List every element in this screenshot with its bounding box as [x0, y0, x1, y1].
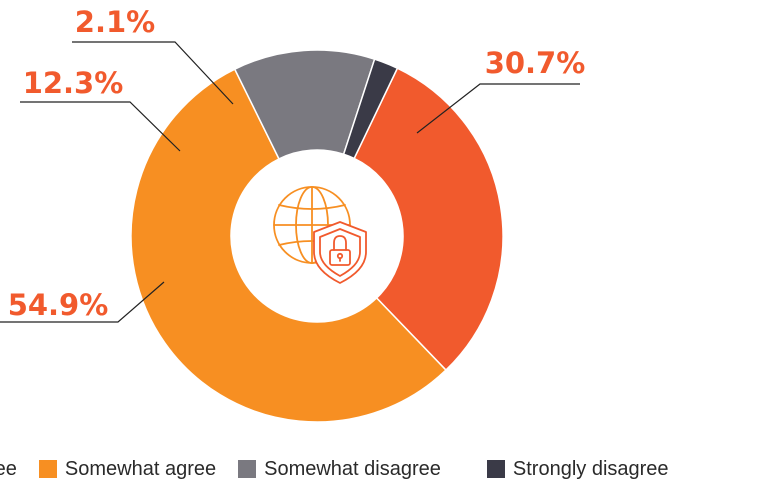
donut-slice-strongly-disagree	[342, 58, 399, 160]
data-label: 54.9%	[8, 288, 109, 322]
data-label: 12.3%	[23, 66, 124, 100]
legend-label: Somewhat disagree	[264, 457, 441, 480]
legend-item: ree	[0, 458, 17, 481]
leader-line	[416, 83, 580, 134]
legend-swatch	[486, 460, 505, 478]
data-labels: 30.7% 54.9% 12.3% 2.1%	[8, 5, 586, 322]
donut-slices	[130, 49, 504, 423]
data-label: 2.1%	[75, 5, 155, 39]
leader-line	[72, 41, 234, 105]
data-label: 30.7%	[485, 46, 586, 80]
legend-label: Somewhat agree	[64, 457, 217, 480]
legend-item: Somewhat disagree	[238, 458, 441, 481]
donut-slice-strongly-agree	[353, 67, 504, 372]
legend-label: ree	[0, 457, 17, 480]
legend-swatch	[238, 460, 257, 478]
legend-label: Strongly disagree	[512, 457, 669, 480]
legend-item: Somewhat agree	[38, 457, 217, 481]
leader-line	[20, 101, 181, 152]
legend-item: Strongly disagree	[486, 457, 669, 481]
donut-chart: 30.7% 54.9% 12.3% 2.1%	[0, 5, 586, 423]
chart-legend: ree Somewhat agree Somewhat disagree Strong…	[0, 455, 669, 483]
leader-lines	[0, 41, 580, 323]
legend-swatch	[38, 460, 57, 478]
globe-shield-lock-icon	[273, 186, 367, 284]
donut-slice-somewhat-agree	[130, 68, 447, 423]
leader-line	[0, 281, 165, 323]
